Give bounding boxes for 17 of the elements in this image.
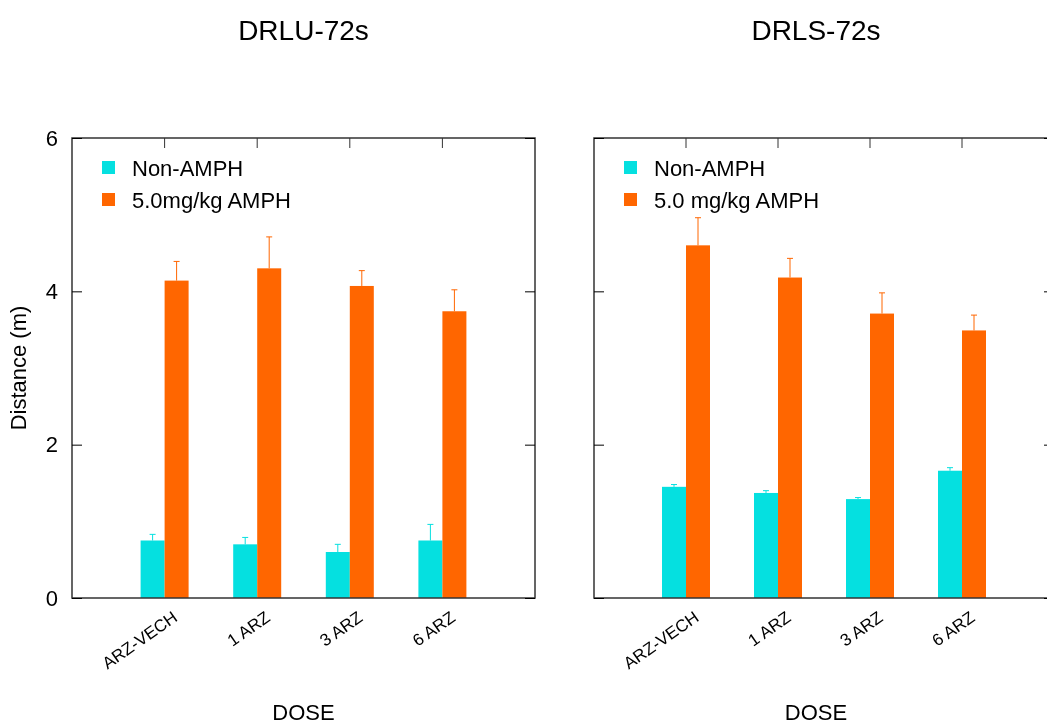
legend-label: 5.0mg/kg AMPH (132, 188, 291, 213)
legend-label: Non-AMPH (132, 156, 244, 181)
y-axis-title: Distance (m) (6, 305, 31, 431)
y-tick-label: 6 (45, 125, 58, 151)
chart-title: DRLS-72s (751, 15, 881, 46)
legend-label: 5.0 mg/kg AMPH (654, 188, 820, 213)
bar (754, 492, 778, 598)
y-tick-label: 4 (45, 278, 58, 304)
legend-label: Non-AMPH (654, 156, 766, 181)
y-tick-label: 2 (45, 432, 58, 458)
bar (846, 499, 870, 598)
x-axis-title: DOSE (784, 700, 848, 725)
x-axis-title: DOSE (272, 700, 335, 725)
chart-title: DRLU-72s (238, 15, 369, 46)
bar (662, 486, 686, 598)
bar (938, 470, 962, 598)
y-tick-label: 0 (45, 585, 58, 611)
